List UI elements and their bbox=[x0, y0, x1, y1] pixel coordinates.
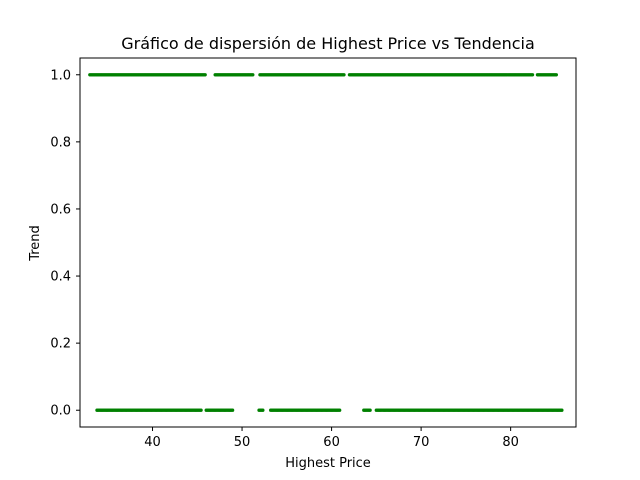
y-tick-label: 0.8 bbox=[50, 135, 71, 150]
y-axis-ticks: 0.0 0.2 0.4 0.6 0.8 1.0 bbox=[50, 68, 80, 419]
data-point bbox=[230, 408, 235, 412]
x-tick-label: 50 bbox=[234, 435, 251, 450]
data-point bbox=[203, 73, 207, 77]
y-tick-label: 0.2 bbox=[50, 337, 71, 352]
data-point bbox=[368, 408, 372, 412]
y-tick-label: 1.0 bbox=[50, 68, 71, 83]
x-axis-label: Highest Price bbox=[285, 456, 371, 471]
chart-title: Gráfico de dispersión de Highest Price v… bbox=[121, 34, 535, 53]
x-tick-label: 80 bbox=[502, 435, 519, 450]
plot-frame bbox=[79, 57, 577, 428]
y-axis-label: Trend bbox=[28, 225, 43, 262]
data-point bbox=[337, 408, 342, 412]
data-point bbox=[530, 73, 535, 77]
y-tick-label: 0.6 bbox=[50, 202, 71, 217]
y-tick-label: 0.4 bbox=[50, 270, 71, 285]
y-tick-label: 0.0 bbox=[50, 404, 71, 419]
data-point bbox=[199, 408, 203, 412]
data-point bbox=[342, 73, 346, 77]
x-tick-label: 60 bbox=[323, 435, 340, 450]
data-point bbox=[251, 73, 255, 77]
data-point bbox=[554, 73, 558, 77]
data-points bbox=[88, 73, 564, 412]
x-tick-label: 40 bbox=[144, 435, 161, 450]
data-point bbox=[261, 408, 265, 412]
data-point bbox=[560, 408, 564, 412]
x-axis-ticks: 40 50 60 70 80 bbox=[144, 427, 519, 450]
x-tick-label: 70 bbox=[413, 435, 430, 450]
